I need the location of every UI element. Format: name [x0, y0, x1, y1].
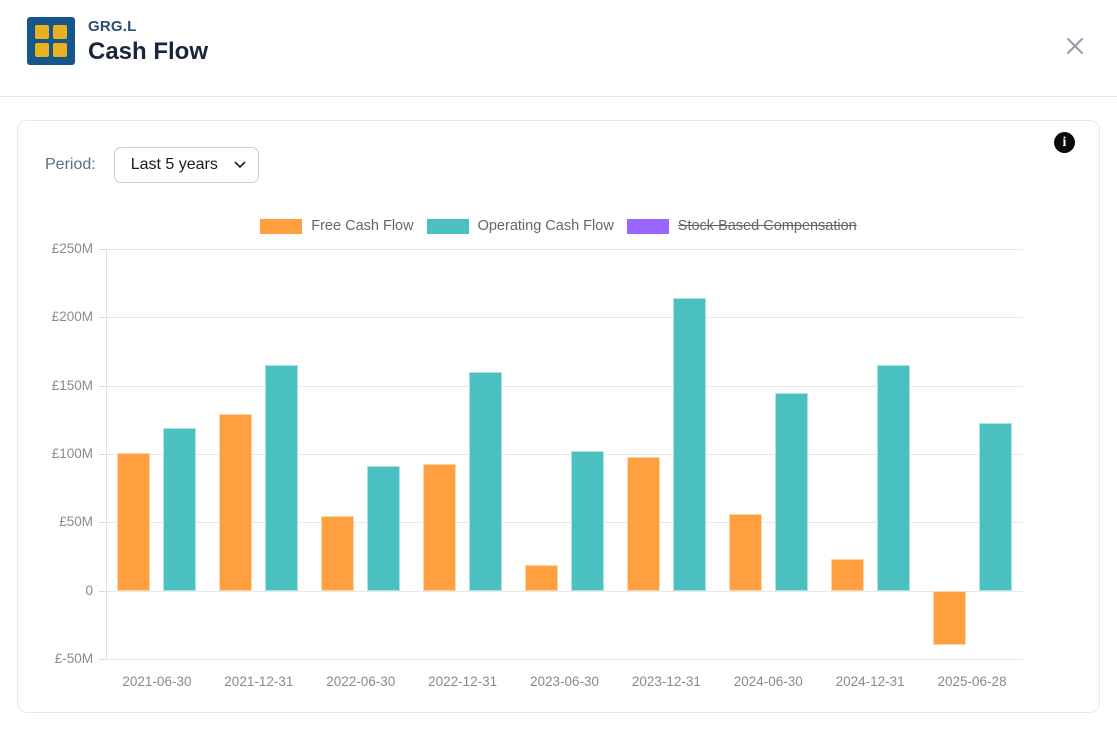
gridline — [106, 454, 1023, 455]
modal-header: GRG.L Cash Flow — [0, 0, 1117, 97]
legend-item-stock-based-compensation[interactable]: Stock Based Compensation — [626, 218, 857, 234]
legend-swatch — [626, 218, 669, 234]
bar-free-cash-flow[interactable] — [626, 456, 660, 591]
x-axis-label: 2021-12-31 — [224, 674, 294, 689]
chart-panel: i Period: Last 5 years Free Cash Flow Ope… — [17, 120, 1100, 713]
y-axis-label: £200M — [51, 309, 93, 325]
x-axis-label: 2025-06-28 — [937, 674, 1007, 689]
gridline — [106, 590, 1023, 592]
legend-label: Operating Cash Flow — [477, 218, 614, 234]
period-select[interactable]: Last 5 years — [113, 147, 259, 183]
gridline — [106, 249, 1023, 250]
legend-swatch — [260, 218, 303, 234]
bar-operating-cash-flow[interactable] — [672, 298, 706, 591]
y-axis-tick — [99, 454, 106, 455]
bar-operating-cash-flow[interactable] — [571, 451, 604, 591]
app-logo-icon — [27, 17, 75, 65]
y-axis-tick — [99, 522, 106, 524]
page-title: Cash Flow — [88, 38, 209, 65]
legend-item-free-cash-flow[interactable]: Free Cash Flow — [260, 218, 414, 234]
header-titles: GRG.L Cash Flow — [88, 18, 208, 66]
chart-legend: Free Cash Flow Operating Cash Flow Stock B… — [18, 218, 1099, 234]
legend-item-operating-cash-flow[interactable]: Operating Cash Flow — [426, 218, 614, 234]
period-label: Period: — [45, 156, 96, 173]
x-axis-label: 2024-06-30 — [733, 674, 803, 689]
bar-free-cash-flow[interactable] — [423, 463, 457, 591]
close-icon[interactable] — [1061, 33, 1089, 61]
y-axis-tick — [99, 590, 106, 592]
y-axis-label: 0 — [85, 582, 93, 598]
y-axis-line — [106, 249, 107, 659]
cash-flow-chart: £250M £200M £150M £100M £50M 0 £-50M 2021-06-30… — [52, 241, 1023, 689]
bar-operating-cash-flow[interactable] — [265, 365, 299, 591]
y-axis-label: £150M — [51, 377, 93, 393]
x-axis-label: 2023-06-30 — [529, 674, 600, 689]
y-axis-label: £250M — [51, 241, 93, 256]
x-axis-label: 2024-12-31 — [835, 674, 905, 689]
period-select-value: Last 5 years — [130, 156, 218, 173]
x-axis-label: 2022-12-31 — [428, 674, 498, 689]
bar-free-cash-flow[interactable] — [219, 414, 253, 591]
legend-swatch — [426, 218, 469, 234]
y-axis-tick — [99, 249, 106, 250]
legend-label: Stock Based Compensation — [677, 218, 857, 234]
y-axis-tick — [99, 659, 106, 660]
bar-free-cash-flow[interactable] — [932, 590, 966, 646]
bar-operating-cash-flow[interactable] — [163, 428, 197, 591]
x-axis-label: 2021-06-30 — [122, 674, 192, 689]
bar-free-cash-flow[interactable] — [830, 559, 864, 591]
bar-operating-cash-flow[interactable] — [774, 392, 808, 591]
bar-operating-cash-flow[interactable] — [978, 422, 1012, 591]
y-axis-label: £50M — [59, 514, 93, 530]
ticker-label: GRG.L — [88, 18, 137, 35]
bar-free-cash-flow[interactable] — [117, 452, 151, 591]
bar-operating-cash-flow[interactable] — [367, 466, 401, 591]
bar-free-cash-flow[interactable] — [321, 515, 355, 591]
gridline — [106, 659, 1023, 660]
chevron-down-icon — [234, 161, 246, 168]
bar-free-cash-flow[interactable] — [728, 514, 762, 591]
y-axis-label: £-50M — [54, 651, 93, 666]
x-axis-label: 2022-06-30 — [326, 674, 396, 689]
bar-free-cash-flow[interactable] — [525, 564, 558, 591]
y-axis-tick — [99, 317, 106, 319]
gridline — [106, 317, 1023, 319]
info-icon[interactable]: i — [1054, 132, 1075, 153]
x-axis-label: 2023-12-31 — [631, 674, 701, 689]
y-axis-tick — [99, 385, 106, 387]
y-axis-label: £100M — [51, 446, 93, 461]
bar-operating-cash-flow[interactable] — [469, 372, 503, 591]
gridline — [106, 385, 1023, 387]
legend-label: Free Cash Flow — [311, 218, 414, 234]
period-controls: Period: Last 5 years — [45, 147, 259, 183]
bar-operating-cash-flow[interactable] — [876, 365, 910, 591]
gridline — [106, 522, 1023, 524]
